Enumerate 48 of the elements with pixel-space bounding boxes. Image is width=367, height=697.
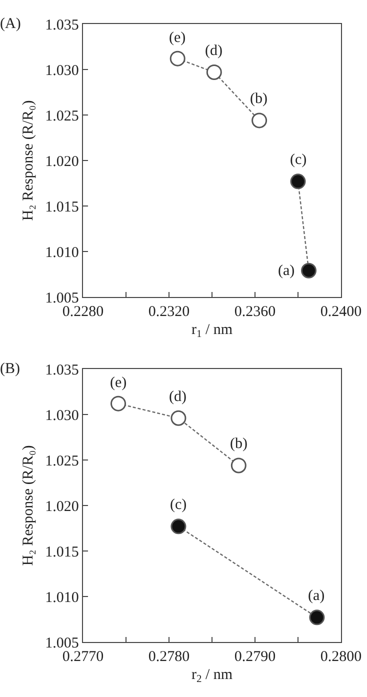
x-tick-label: 0.2360 [234, 304, 276, 320]
annotation: (d) [205, 43, 222, 59]
text: (B) [0, 361, 20, 377]
point [290, 174, 306, 190]
x-tick-label: 0.2800 [320, 649, 362, 666]
y-tick-label: 1.005 [45, 290, 79, 306]
point [309, 610, 325, 626]
annotation: (c) [170, 497, 187, 513]
x-tick-label: 0.2780 [148, 649, 190, 666]
y-axis-title: H₂ Response (R/R₀) [20, 445, 36, 566]
y-tick-label: 1.030 [45, 408, 79, 424]
y-tick-label: 1.005 [45, 635, 79, 652]
y-tick-label: 1.025 [45, 108, 79, 124]
point [301, 262, 316, 278]
y-tick-label: 1.035 [45, 17, 79, 34]
annotation: (a) [278, 263, 295, 279]
y-tick-label: 1.010 [45, 590, 79, 606]
x-tick-label: 0.2400 [320, 304, 362, 320]
y-tick-label: 1.020 [45, 498, 79, 515]
point [170, 50, 186, 66]
annotation: (d) [169, 389, 186, 405]
annotation: (e) [169, 30, 186, 46]
annotation: (b) [230, 436, 248, 452]
y-tick-label: 1.015 [45, 544, 79, 560]
y-tick-label: 1.020 [45, 154, 79, 170]
annotation: (e) [110, 375, 127, 391]
y-tick-label: 1.030 [45, 62, 79, 79]
x-axis-title: r$_{1}$ / nm [191, 322, 233, 340]
x-axis-title: r$_{2}$ / nm [191, 667, 233, 686]
point [170, 410, 186, 426]
point [170, 518, 186, 534]
y-axis-title: H₂ Response (R/R₀) [20, 100, 36, 221]
annotation: (b) [250, 91, 268, 107]
y-tick-label: 1.010 [45, 244, 79, 261]
y-tick-label: 1.035 [45, 362, 79, 378]
text: (A) [0, 16, 21, 32]
point [110, 396, 126, 412]
y-tick-label: 1.015 [45, 199, 79, 216]
annotation: (a) [308, 588, 325, 604]
point [230, 458, 246, 474]
point [252, 112, 268, 128]
annotation: (c) [290, 152, 307, 168]
x-tick-label: 0.2790 [234, 649, 276, 666]
x-tick-label: 0.2320 [148, 304, 190, 320]
x-tick-label: 0.2280 [62, 304, 104, 320]
x-tick-label: 0.2770 [62, 649, 104, 666]
y-tick-label: 1.025 [45, 453, 79, 470]
point [206, 64, 222, 80]
